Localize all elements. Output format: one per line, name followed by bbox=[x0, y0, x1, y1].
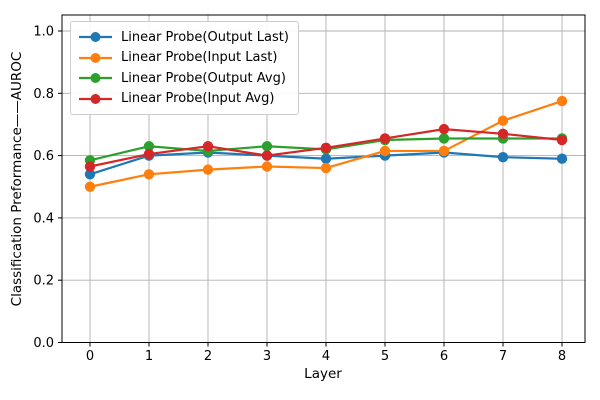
data-point bbox=[261, 161, 273, 172]
y-tick-label: 0.8 bbox=[33, 87, 54, 102]
y-tick-label: 0.2 bbox=[33, 274, 54, 289]
data-point bbox=[497, 128, 509, 139]
legend-swatch-icon bbox=[79, 73, 112, 84]
data-point bbox=[143, 169, 155, 180]
data-point bbox=[143, 141, 155, 152]
data-point bbox=[556, 134, 568, 146]
legend-item-3: Linear Probe(Input Avg) bbox=[78, 89, 289, 110]
data-point bbox=[320, 162, 332, 174]
data-point bbox=[261, 150, 273, 161]
data-point bbox=[438, 133, 450, 144]
data-point bbox=[497, 151, 509, 163]
data-point bbox=[84, 169, 96, 180]
x-tick-label: 0 bbox=[86, 349, 94, 364]
data-point bbox=[320, 153, 332, 164]
data-point bbox=[261, 141, 273, 152]
legend-label: Linear Probe(Input Avg) bbox=[121, 91, 275, 107]
x-tick-label: 8 bbox=[558, 349, 566, 364]
data-point bbox=[320, 142, 332, 154]
legend-item-0: Linear Probe(Output Last) bbox=[78, 27, 289, 48]
data-point bbox=[438, 123, 450, 135]
data-point bbox=[438, 145, 450, 157]
data-point bbox=[556, 95, 568, 107]
x-axis-label: Layer bbox=[304, 366, 342, 382]
x-tick-label: 6 bbox=[440, 349, 448, 364]
data-point bbox=[202, 141, 214, 152]
legend-label: Linear Probe(Input Last) bbox=[121, 50, 278, 66]
x-tick-label: 4 bbox=[322, 349, 330, 364]
x-tick-label: 2 bbox=[204, 349, 212, 364]
x-tick-label: 1 bbox=[145, 349, 153, 364]
y-tick-label: 0.4 bbox=[33, 211, 54, 226]
data-point bbox=[84, 161, 96, 172]
x-tick-label: 3 bbox=[263, 349, 271, 364]
legend-swatch-icon bbox=[79, 52, 112, 63]
data-point bbox=[556, 153, 568, 164]
legend: Linear Probe(Output Last) Linear Probe(In… bbox=[70, 21, 299, 115]
y-axis-label: Classification Preformance——AUROC bbox=[9, 51, 25, 307]
x-tick-label: 5 bbox=[381, 349, 389, 364]
y-tick-label: 0.6 bbox=[33, 149, 54, 164]
y-tick-label: 1.0 bbox=[33, 25, 54, 40]
legend-swatch-icon bbox=[79, 32, 112, 43]
y-tick-label: 0.0 bbox=[33, 336, 54, 351]
legend-swatch-icon bbox=[79, 93, 112, 104]
data-point bbox=[143, 148, 155, 160]
legend-label: Linear Probe(Output Last) bbox=[121, 29, 289, 45]
plot-border bbox=[61, 14, 586, 343]
data-point bbox=[84, 181, 96, 192]
data-point bbox=[497, 115, 509, 126]
data-point bbox=[379, 145, 391, 157]
data-point bbox=[202, 164, 214, 175]
legend-label: Linear Probe(Output Avg) bbox=[121, 70, 286, 86]
legend-item-2: Linear Probe(Output Avg) bbox=[78, 68, 289, 89]
x-tick-label: 7 bbox=[499, 349, 507, 364]
data-point bbox=[379, 133, 391, 144]
legend-item-1: Linear Probe(Input Last) bbox=[78, 48, 289, 69]
